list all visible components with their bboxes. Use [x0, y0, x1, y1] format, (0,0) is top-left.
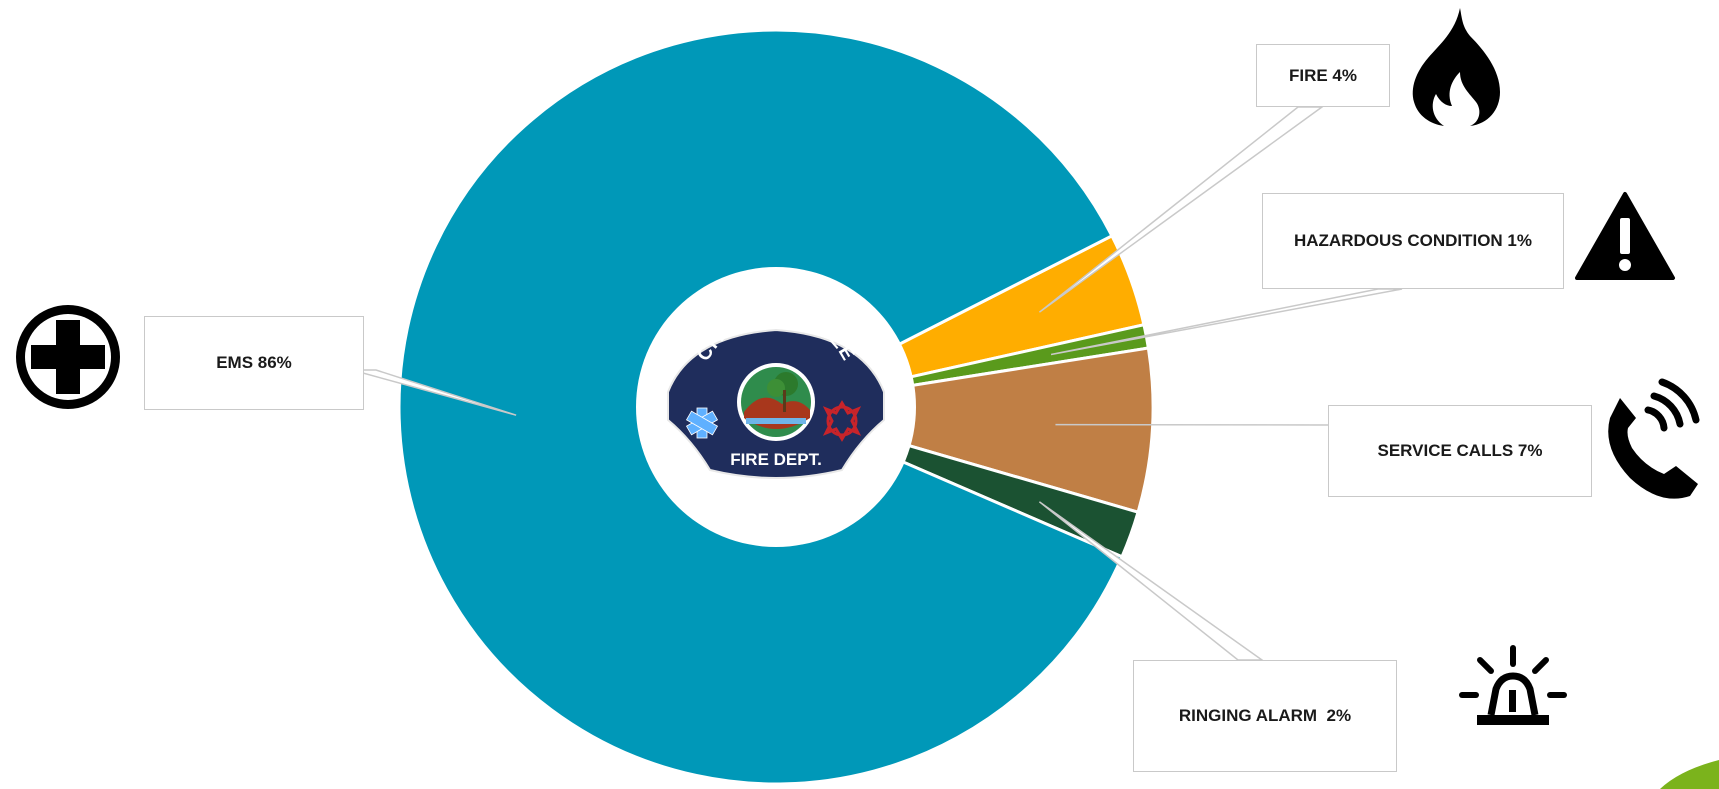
phone-ringing-icon [1608, 378, 1700, 499]
leader-ems [351, 369, 517, 416]
label-ems: EMS 86% [144, 316, 364, 410]
fire-dept-badge-logo: CITY OF SANTEE FIRE DEPT. [667, 303, 885, 479]
leaf-decoration [1660, 760, 1719, 789]
leader-fire [1038, 106, 1325, 313]
leader-lines [351, 106, 1403, 661]
label-ringing-alarm: RINGING ALARM 2% [1133, 660, 1397, 772]
siren-icon [1459, 645, 1567, 725]
slice-service-calls [775, 346, 1155, 515]
logo-bottom-text: FIRE DEPT. [730, 450, 822, 469]
label-hazardous-condition: HAZARDOUS CONDITION 1% [1262, 193, 1564, 289]
label-service-calls: SERVICE CALLS 7% [1328, 405, 1592, 497]
flame-icon [1412, 8, 1500, 126]
label-fire: FIRE 4% [1256, 44, 1390, 107]
medical-cross-icon [16, 305, 120, 409]
leader-hazardous-condition [1050, 288, 1403, 356]
warning-icon [1575, 192, 1675, 280]
